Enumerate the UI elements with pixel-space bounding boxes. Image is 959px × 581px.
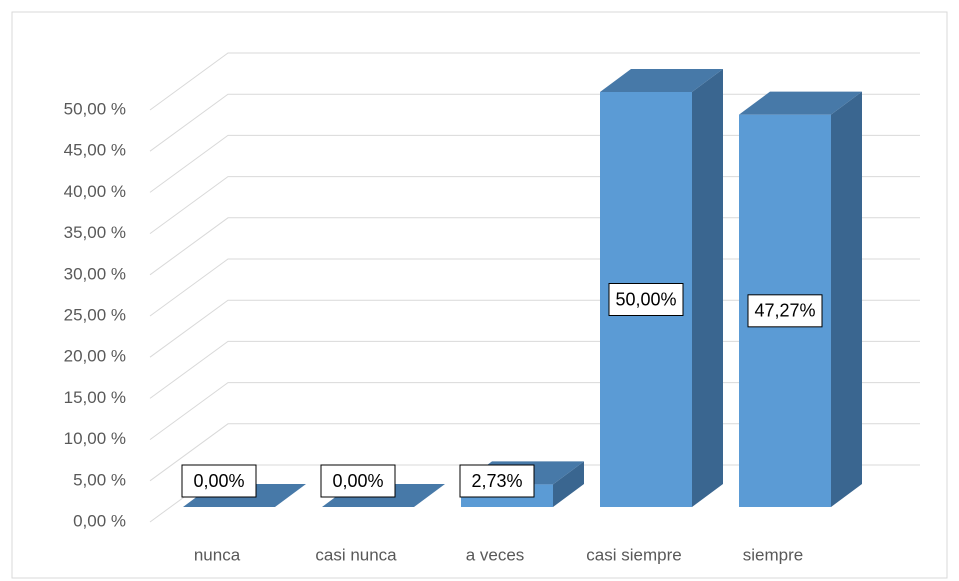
data-label: 2,73% bbox=[471, 471, 522, 491]
data-label-box bbox=[459, 464, 535, 498]
y-tick-label: 50,00 % bbox=[64, 99, 126, 118]
grid-line bbox=[149, 52, 920, 111]
y-tick-label: 45,00 % bbox=[64, 141, 126, 160]
y-tick-label: 15,00 % bbox=[64, 388, 126, 407]
bar-face bbox=[600, 69, 723, 92]
bar-face bbox=[553, 461, 584, 507]
x-tick-label: nunca bbox=[194, 545, 241, 564]
data-label-box bbox=[747, 294, 823, 328]
y-tick-label: 25,00 % bbox=[64, 305, 126, 324]
data-label: 0,00% bbox=[193, 471, 244, 491]
y-tick-label: 0,00 % bbox=[73, 511, 126, 530]
y-tick-label: 40,00 % bbox=[64, 182, 126, 201]
x-tick-label: siempre bbox=[743, 545, 803, 564]
y-tick-label: 5,00 % bbox=[73, 470, 126, 489]
data-label: 0,00% bbox=[332, 471, 383, 491]
y-tick-label: 30,00 % bbox=[64, 264, 126, 283]
data-label-box bbox=[181, 464, 257, 498]
x-tick-label: casi nunca bbox=[315, 545, 397, 564]
data-label-box bbox=[608, 283, 684, 316]
bar-face bbox=[739, 91, 862, 115]
y-tick-label: 35,00 % bbox=[64, 223, 126, 242]
y-tick-label: 10,00 % bbox=[64, 429, 126, 448]
x-tick-label: casi siempre bbox=[586, 545, 681, 564]
data-label: 47,27% bbox=[754, 301, 815, 321]
bar-face bbox=[692, 69, 723, 507]
data-label: 50,00% bbox=[615, 289, 676, 309]
data-label-box bbox=[320, 464, 396, 498]
y-tick-label: 20,00 % bbox=[64, 347, 126, 366]
bar-face bbox=[831, 91, 862, 507]
x-tick-label: a veces bbox=[466, 545, 525, 564]
